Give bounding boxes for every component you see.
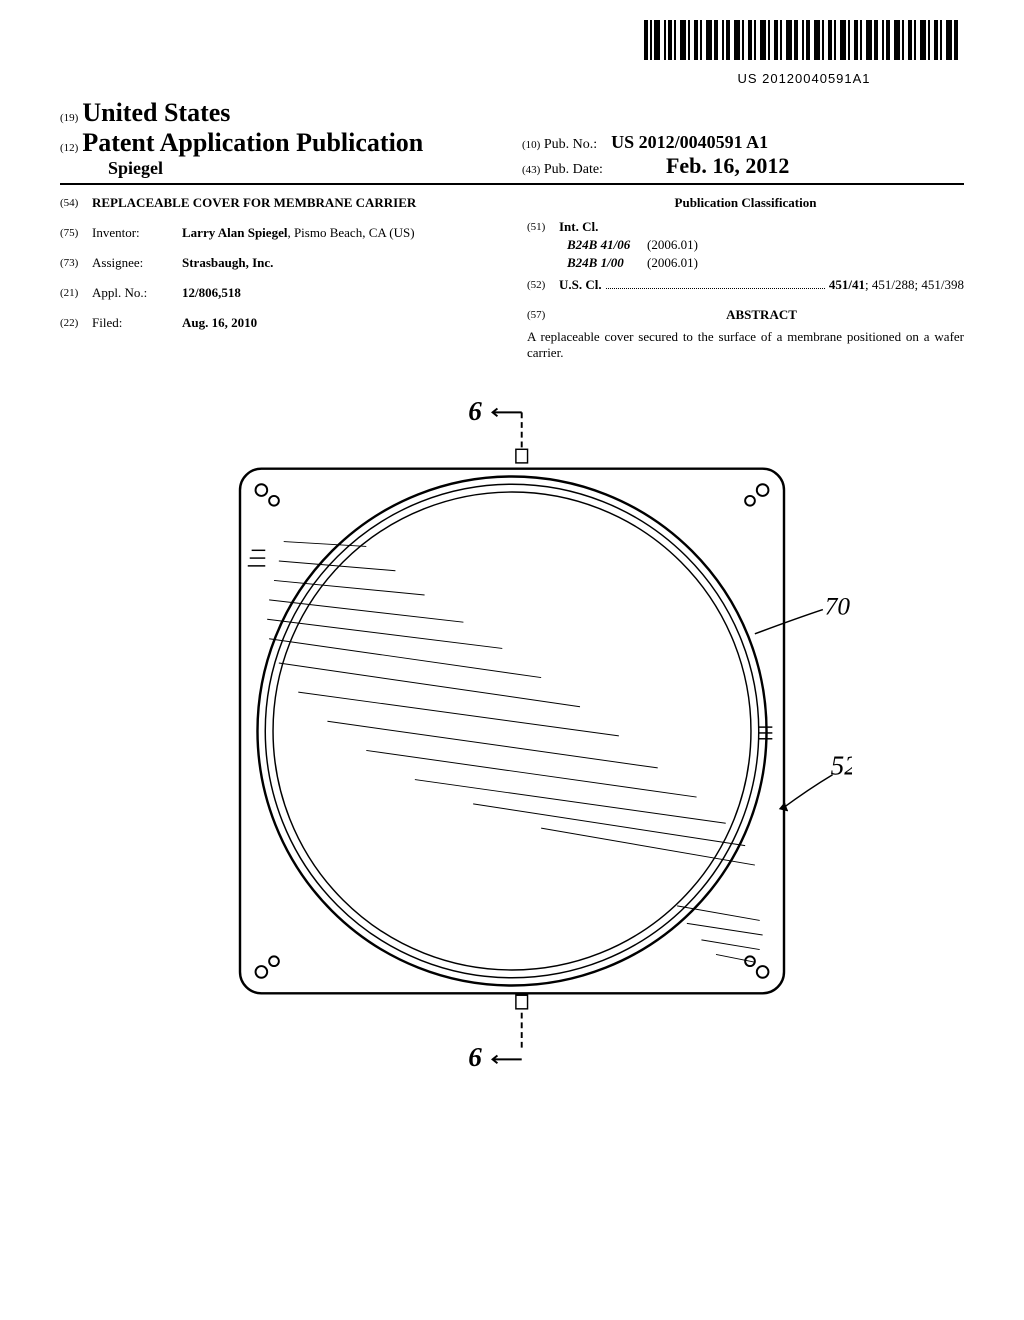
inventor-label: Inventor: bbox=[92, 225, 182, 241]
filed-row: (22) Filed: Aug. 16, 2010 bbox=[60, 315, 497, 331]
pub-num-line: (10) Pub. No.: US 2012/0040591 A1 bbox=[522, 132, 964, 153]
appl-code: (21) bbox=[60, 285, 92, 301]
abstract-text: A replaceable cover secured to the surfa… bbox=[527, 329, 964, 361]
intcl-code: (51) bbox=[527, 219, 559, 235]
pub-num-label: Pub. No.: bbox=[544, 137, 597, 152]
pub-date-line: (43) Pub. Date: Feb. 16, 2012 bbox=[522, 153, 964, 179]
intcl-item-code-0: B24B 41/06 bbox=[527, 237, 647, 253]
svg-text:70: 70 bbox=[825, 592, 851, 620]
pub-num-code: (10) bbox=[522, 139, 540, 151]
classification-header: Publication Classification bbox=[527, 195, 964, 211]
abstract-code: (57) bbox=[527, 307, 559, 329]
intcl-item-1: B24B 1/00 (2006.01) bbox=[527, 255, 964, 271]
header-left: (19) United States (12) Patent Applicati… bbox=[60, 98, 502, 179]
filed-label: Filed: bbox=[92, 315, 182, 331]
country-line: (19) United States bbox=[60, 98, 502, 128]
barcode-text: US 20120040591A1 bbox=[644, 71, 964, 86]
intcl-item-0: B24B 41/06 (2006.01) bbox=[527, 237, 964, 253]
uscl-row: (52) U.S. Cl. 451/41; 451/288; 451/398 bbox=[527, 277, 964, 293]
right-column: Publication Classification (51) Int. Cl.… bbox=[527, 195, 964, 361]
assignee-label: Assignee: bbox=[92, 255, 182, 271]
title-code: (54) bbox=[60, 195, 92, 211]
appl-row: (21) Appl. No.: 12/806,518 bbox=[60, 285, 497, 301]
svg-text:52: 52 bbox=[831, 751, 852, 781]
intcl-label: Int. Cl. bbox=[559, 219, 598, 235]
pub-date-code: (43) bbox=[522, 164, 540, 176]
intcl-item-code-1: B24B 1/00 bbox=[527, 255, 647, 271]
applicant: Spiegel bbox=[108, 158, 502, 179]
patent-figure: 6 bbox=[172, 391, 852, 1071]
abstract-header-row: (57) ABSTRACT bbox=[527, 307, 964, 329]
country-code: (19) bbox=[60, 112, 78, 124]
filed-code: (22) bbox=[60, 315, 92, 331]
svg-text:6: 6 bbox=[468, 1042, 482, 1071]
svg-text:6: 6 bbox=[468, 396, 482, 426]
uscl-dots bbox=[606, 277, 825, 289]
title-value: REPLACEABLE COVER FOR MEMBRANE CARRIER bbox=[92, 195, 497, 211]
barcode-svg bbox=[644, 20, 964, 64]
assignee-code: (73) bbox=[60, 255, 92, 271]
header-row: (19) United States (12) Patent Applicati… bbox=[60, 98, 964, 185]
inventor-value: Larry Alan Spiegel, Pismo Beach, CA (US) bbox=[182, 225, 497, 241]
intcl-item-year-0: (2006.01) bbox=[647, 237, 698, 253]
title-row: (54) REPLACEABLE COVER FOR MEMBRANE CARR… bbox=[60, 195, 497, 211]
assignee-row: (73) Assignee: Strasbaugh, Inc. bbox=[60, 255, 497, 271]
pub-type: Patent Application Publication bbox=[82, 128, 423, 157]
pub-date-label: Pub. Date: bbox=[544, 162, 603, 177]
uscl-rest: ; 451/288; 451/398 bbox=[865, 277, 964, 292]
appl-label: Appl. No.: bbox=[92, 285, 182, 301]
assignee-value: Strasbaugh, Inc. bbox=[182, 255, 497, 271]
appl-value: 12/806,518 bbox=[182, 285, 497, 301]
filed-value: Aug. 16, 2010 bbox=[182, 315, 497, 331]
country: United States bbox=[82, 98, 230, 127]
uscl-code: (52) bbox=[527, 277, 559, 293]
intcl-row: (51) Int. Cl. bbox=[527, 219, 964, 235]
left-column: (54) REPLACEABLE COVER FOR MEMBRANE CARR… bbox=[60, 195, 497, 361]
header-right: (10) Pub. No.: US 2012/0040591 A1 (43) P… bbox=[502, 132, 964, 179]
pub-type-line: (12) Patent Application Publication bbox=[60, 128, 502, 158]
inventor-code: (75) bbox=[60, 225, 92, 241]
pub-num: US 2012/0040591 A1 bbox=[611, 132, 768, 152]
abstract-header: ABSTRACT bbox=[559, 307, 964, 323]
body-columns: (54) REPLACEABLE COVER FOR MEMBRANE CARR… bbox=[60, 195, 964, 361]
figure-container: 6 bbox=[60, 391, 964, 1076]
uscl-label: U.S. Cl. bbox=[559, 277, 602, 293]
inventor-name: Larry Alan Spiegel bbox=[182, 225, 287, 240]
barcode-section: US 20120040591A1 bbox=[60, 20, 964, 88]
uscl-values: 451/41; 451/288; 451/398 bbox=[829, 277, 964, 293]
inventor-row: (75) Inventor: Larry Alan Spiegel, Pismo… bbox=[60, 225, 497, 241]
inventor-loc: , Pismo Beach, CA (US) bbox=[287, 225, 414, 240]
pub-date: Feb. 16, 2012 bbox=[666, 153, 789, 178]
pub-type-code: (12) bbox=[60, 142, 78, 154]
uscl-bold: 451/41 bbox=[829, 277, 865, 292]
intcl-item-year-1: (2006.01) bbox=[647, 255, 698, 271]
barcode: US 20120040591A1 bbox=[644, 20, 964, 86]
